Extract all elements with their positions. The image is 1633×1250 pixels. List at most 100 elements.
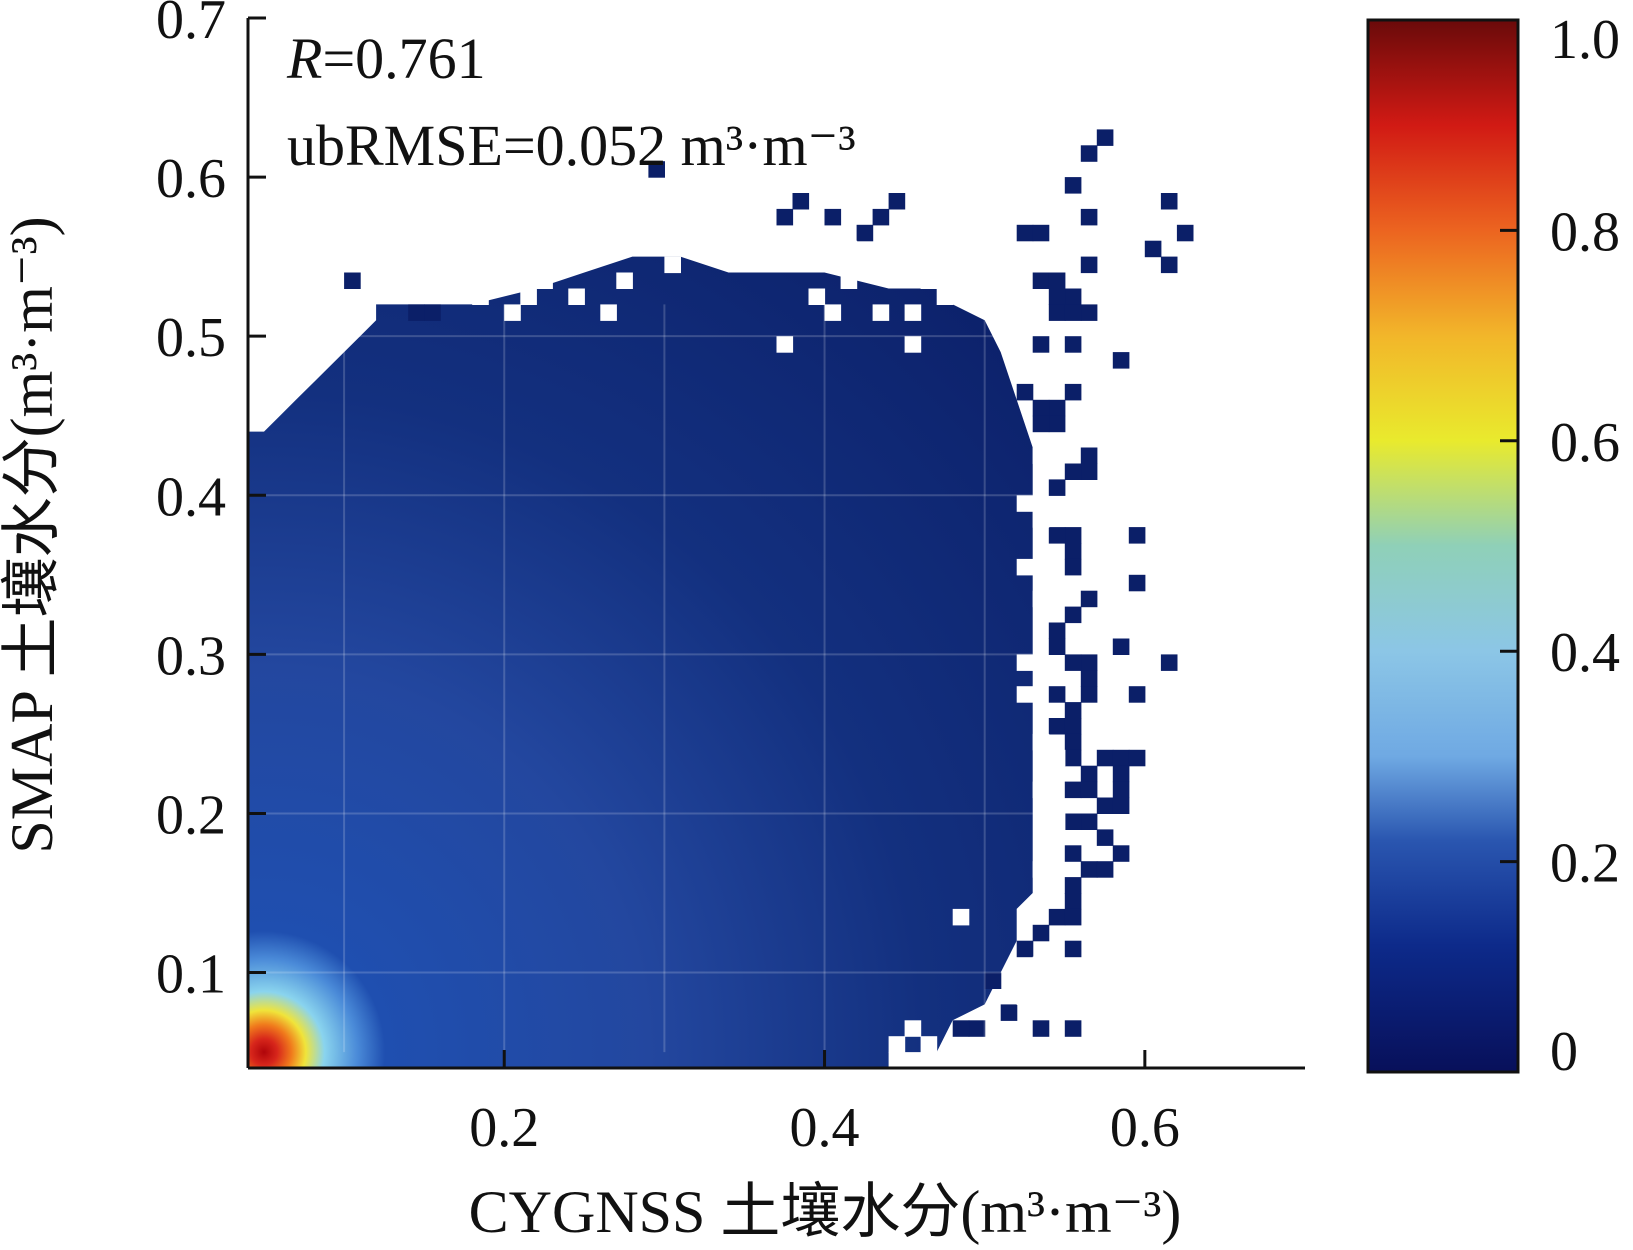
x-axis-label: CYGNSS 土壤水分(m³·m⁻³) xyxy=(469,1179,1182,1245)
ubrmse-label: ubRMSE xyxy=(287,113,503,178)
empty-cell xyxy=(904,336,922,353)
colorbar-tick-label: 1.0 xyxy=(1550,9,1620,71)
scatter-cell xyxy=(1064,288,1082,305)
empty-cell xyxy=(920,1036,938,1053)
scatter-cell xyxy=(1112,797,1130,814)
y-tick-label: 0.3 xyxy=(156,625,226,687)
scatter-cell xyxy=(1032,272,1050,289)
plot-area: 0.1 0.2 0.3 0.4 0.5 0.6 0.7 0.2 0.4 0.6 xyxy=(156,0,1305,1159)
scatter-cell xyxy=(968,1020,986,1037)
scatter-cell xyxy=(1080,670,1098,687)
density-region xyxy=(248,129,1194,1068)
x-tick-label: 0.2 xyxy=(469,1097,539,1159)
scatter-cell xyxy=(1128,749,1146,767)
empty-cell xyxy=(600,304,617,321)
scatter-cell xyxy=(1064,877,1082,894)
scatter-cell xyxy=(1096,829,1114,846)
empty-cell xyxy=(1032,447,1050,464)
colorbar-tick-label: 0.8 xyxy=(1550,201,1620,263)
scatter-cell xyxy=(1064,543,1082,560)
axes: 0.1 0.2 0.3 0.4 0.5 0.6 0.7 0.2 0.4 0.6 xyxy=(156,0,1305,1159)
scatter-cell xyxy=(1032,1020,1050,1037)
scatter-cell xyxy=(984,972,1002,989)
colorbar-ticks: 0 0.2 0.4 0.6 0.8 1.0 xyxy=(1500,9,1620,1083)
empty-cell xyxy=(616,272,633,289)
empty-cell xyxy=(1016,654,1034,671)
scatter-cell xyxy=(1080,304,1098,321)
scatter-cell xyxy=(1064,336,1082,353)
scatter-cell xyxy=(1080,256,1098,274)
empty-cell xyxy=(1048,749,1066,767)
empty-cell xyxy=(888,256,906,274)
scatter-cell xyxy=(1112,352,1130,369)
scatter-cell xyxy=(1064,845,1082,862)
scatter-cell xyxy=(1048,479,1066,496)
colorbar: 0 0.2 0.4 0.6 0.8 1.0 xyxy=(1366,9,1620,1083)
scatter-cell xyxy=(1016,383,1034,401)
empty-cell xyxy=(1016,558,1034,576)
r-annotation: R=0.761 xyxy=(286,26,486,91)
empty-cell xyxy=(472,288,489,305)
scatter-cell xyxy=(1128,686,1146,703)
scatter-cell xyxy=(1096,861,1114,878)
empty-cell xyxy=(1032,590,1050,608)
grid-lines xyxy=(248,304,1033,1053)
y-tick-label: 0.1 xyxy=(156,944,226,1006)
empty-cell xyxy=(1032,781,1050,799)
empty-cell xyxy=(568,288,585,305)
empty-cell xyxy=(1032,956,1050,974)
scatter-cell xyxy=(1112,781,1130,799)
empty-cell xyxy=(824,304,842,321)
scatter-cell xyxy=(1064,702,1082,719)
empty-cell xyxy=(920,272,938,289)
scatter-cell xyxy=(1048,622,1066,639)
scatter-cell xyxy=(424,304,441,321)
scatter-cell xyxy=(1064,940,1082,958)
scatter-cell xyxy=(1048,288,1066,305)
empty-cell xyxy=(1016,988,1034,1005)
scatter-cell xyxy=(1080,208,1098,226)
x-tick-label: 0.4 xyxy=(790,1097,860,1159)
empty-cell xyxy=(1032,511,1050,528)
scatter-cell xyxy=(1112,749,1130,767)
scatter-cell xyxy=(1048,304,1066,321)
scatter-cell xyxy=(1032,224,1050,242)
scatter-cell xyxy=(1064,654,1082,671)
scatter-cell xyxy=(1096,129,1114,146)
scatter-cell xyxy=(1160,654,1178,671)
ubrmse-unit: m³·m⁻³ xyxy=(681,113,856,178)
r-label: R xyxy=(286,26,322,91)
scatter-cell xyxy=(344,272,361,289)
scatter-cell xyxy=(1016,224,1034,242)
scatter-cell xyxy=(1112,638,1130,655)
scatter-cell xyxy=(1064,893,1082,910)
scatter-cell xyxy=(1064,383,1082,401)
y-tick-label: 0.7 xyxy=(156,0,226,51)
empty-cell xyxy=(1016,495,1034,512)
scatter-cell xyxy=(1016,940,1034,958)
y-tick-label: 0.4 xyxy=(156,466,226,528)
empty-cell xyxy=(1048,813,1066,830)
scatter-cell xyxy=(1064,558,1082,576)
scatter-cell xyxy=(1064,718,1082,735)
scatter-cell xyxy=(1064,177,1082,194)
scatter-cell xyxy=(1064,813,1082,830)
scatter-cell xyxy=(1048,399,1066,417)
empty-cell xyxy=(1032,733,1050,751)
empty-cell xyxy=(952,908,970,926)
scatter-cell xyxy=(1080,765,1098,783)
empty-cell xyxy=(840,240,858,258)
scatter-cell xyxy=(1064,463,1082,480)
scatter-cell xyxy=(856,224,874,242)
scatter-cell xyxy=(1048,718,1066,735)
empty-cell xyxy=(1032,861,1050,878)
scatter-cell xyxy=(1048,272,1066,289)
scatter-cell xyxy=(1080,463,1098,480)
scatter-cell xyxy=(408,304,425,321)
empty-cell xyxy=(824,240,842,258)
empty-cell xyxy=(840,272,858,289)
scatter-cell xyxy=(1128,574,1146,592)
empty-cell xyxy=(1016,686,1034,703)
scatter-cell xyxy=(1080,781,1098,799)
